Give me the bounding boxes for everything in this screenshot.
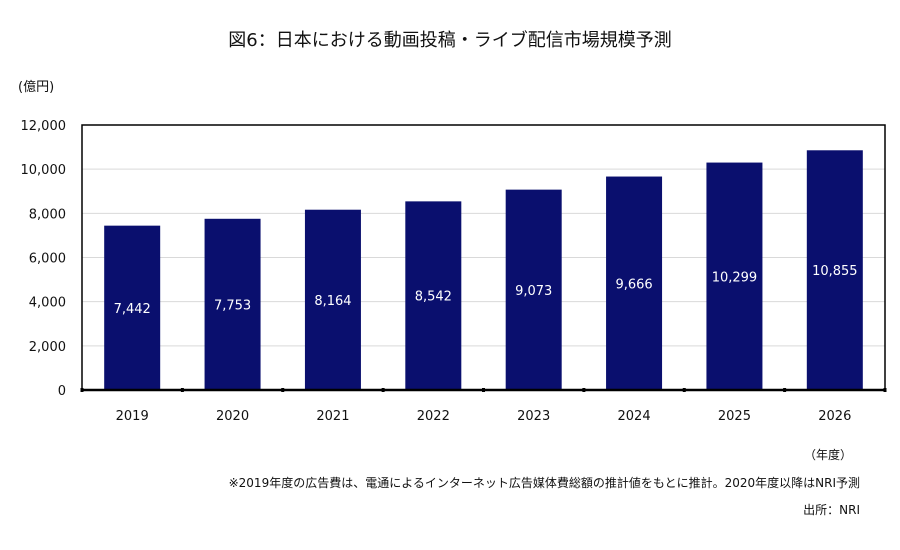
x-tick-label: 2025 [718,409,751,424]
source-note: 出所：NRI [803,503,860,517]
x-axis-tick [883,388,887,392]
x-axis-tick [783,388,787,392]
y-tick-label: 0 [58,384,66,399]
bar-2022 [405,201,462,390]
bar-2025 [706,162,763,390]
x-tick-label: 2021 [316,409,349,424]
bar-2024 [606,176,663,390]
y-tick-label: 8,000 [29,207,66,222]
x-axis-tick [381,388,385,392]
y-tick-label: 12,000 [21,119,67,134]
x-tick-labels: 2019 2020 2021 2022 2023 2024 2025 2026 [116,409,852,424]
bar-2020 [204,218,261,390]
bar-2023 [505,189,562,390]
chart-title: 図6：日本における動画投稿・ライブ配信市場規模予測 [228,30,672,51]
y-tick-label: 2,000 [29,340,66,355]
bar-2021 [304,209,361,390]
y-tick-label: 6,000 [29,252,66,267]
bar-2019 [104,225,161,390]
x-tick-label: 2019 [116,409,149,424]
x-tick-label: 2020 [216,409,249,424]
gridlines [82,168,885,347]
x-tick-label: 2022 [417,409,450,424]
data-label: 7,753 [214,298,251,313]
x-axis-tick [482,388,485,392]
x-axis-tick [180,388,184,392]
bar-2026 [806,150,863,390]
data-labels: 7,442 7,753 8,164 8,542 9,073 9,666 10,299 10,8… [114,264,858,317]
data-label: 9,073 [515,284,552,299]
x-tick-label: 2023 [517,409,550,424]
footnote: ※2019年度の広告費は、電通によるインターネット広告媒体費総額の推計値をもとに… [228,476,860,490]
x-axis-tick [80,388,84,392]
data-label: 10,299 [712,270,758,285]
bars [104,150,863,390]
x-axis-unit: （年度） [803,448,852,462]
data-label: 7,442 [114,302,151,317]
x-axis-baseline [80,388,887,392]
data-label: 9,666 [615,277,652,292]
x-tick-label: 2024 [618,409,651,424]
x-axis-tick [682,388,686,392]
x-axis-tick [582,388,586,392]
data-label: 8,542 [415,290,452,305]
y-tick-labels: 0 2,000 4,000 6,000 8,000 10,000 12,000 [21,119,67,399]
y-tick-label: 10,000 [21,163,67,178]
bar-chart: 7,442 7,753 8,164 8,542 9,073 9,666 10,299 10,8… [21,119,887,424]
x-tick-label: 2026 [818,409,851,424]
y-axis-unit: (億円) [18,80,55,95]
y-tick-label: 4,000 [29,296,66,311]
data-label: 10,855 [812,264,858,279]
data-label: 8,164 [314,294,351,309]
x-axis-tick [281,388,285,392]
